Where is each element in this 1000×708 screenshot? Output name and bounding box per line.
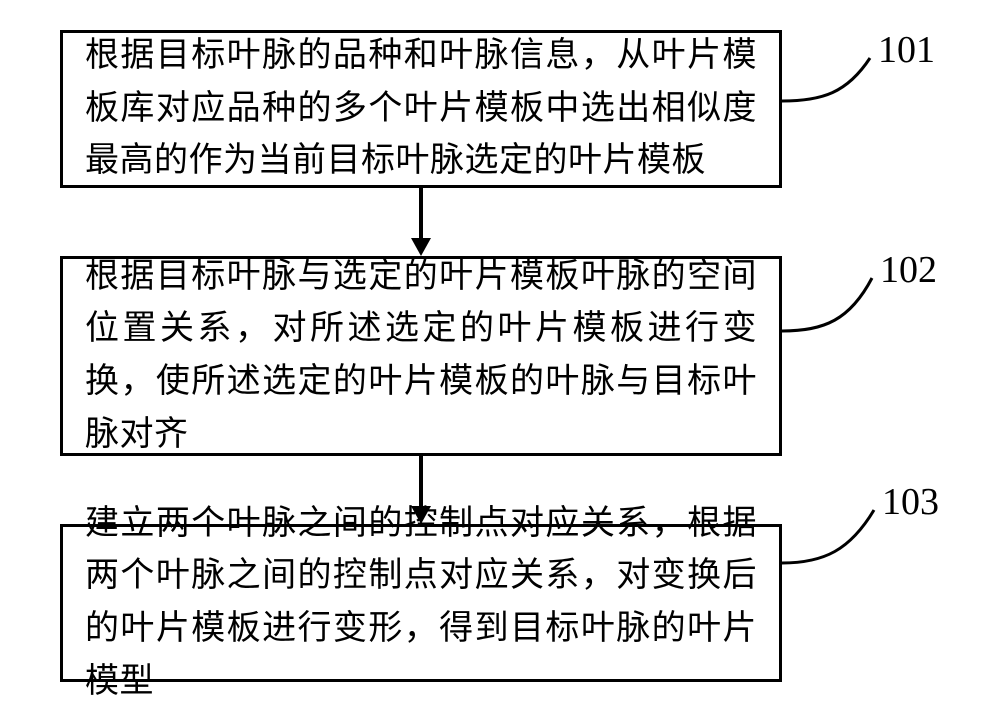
step-label-3: 103	[882, 480, 939, 524]
flowchart-canvas: 根据目标叶脉的品种和叶脉信息，从叶片模板库对应品种的多个叶片模板中选出相似度最高…	[0, 0, 1000, 701]
step-box-3: 建立两个叶脉之间的控制点对应关系，根据两个叶脉之间的控制点对应关系，对变换后的叶…	[60, 524, 782, 682]
step-label-2: 102	[880, 248, 937, 292]
step-label-1: 101	[878, 28, 935, 72]
step-text-2: 根据目标叶脉与选定的叶片模板叶脉的空间位置关系，对所述选定的叶片模板进行变换，使…	[85, 251, 757, 462]
step-text-3: 建立两个叶脉之间的控制点对应关系，根据两个叶脉之间的控制点对应关系，对变换后的叶…	[85, 498, 757, 708]
step-text-1: 根据目标叶脉的品种和叶脉信息，从叶片模板库对应品种的多个叶片模板中选出相似度最高…	[85, 30, 757, 188]
arrow-1-shaft	[419, 188, 423, 238]
step-box-1: 根据目标叶脉的品种和叶脉信息，从叶片模板库对应品种的多个叶片模板中选出相似度最高…	[60, 30, 782, 188]
step-box-2: 根据目标叶脉与选定的叶片模板叶脉的空间位置关系，对所述选定的叶片模板进行变换，使…	[60, 256, 782, 456]
